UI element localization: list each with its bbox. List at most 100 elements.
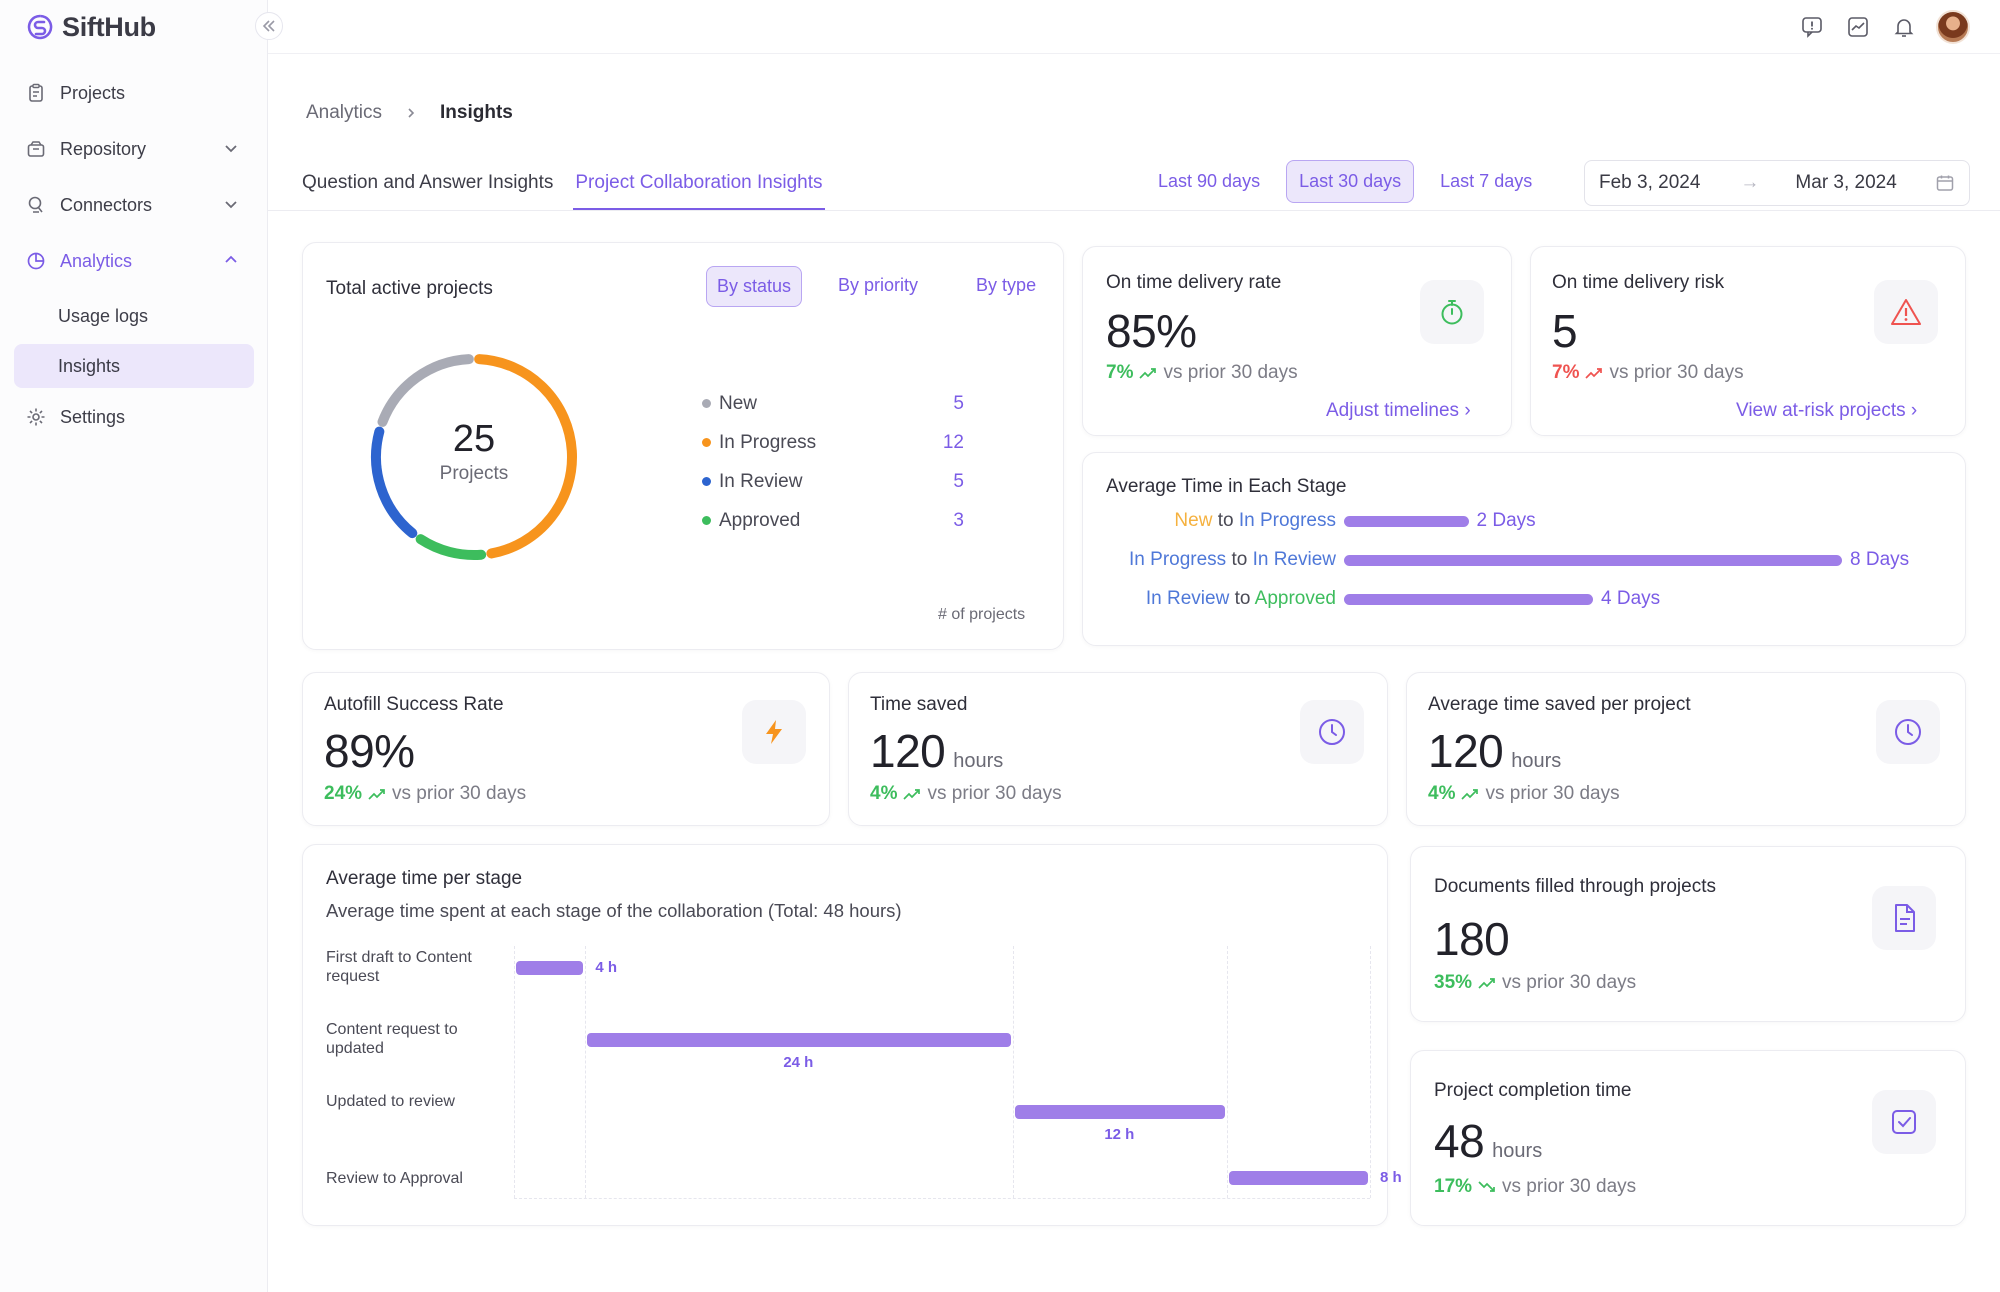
sidebar-item-connectors[interactable]: Connectors: [14, 182, 254, 228]
chart-gridline: [514, 946, 515, 1198]
check-square-icon: [1892, 1110, 1916, 1134]
tab-question-answer-insights[interactable]: Question and Answer Insights: [302, 172, 554, 193]
notifications-button[interactable]: [1890, 13, 1918, 41]
avg-saved-unit: hours: [1511, 750, 1562, 772]
calendar-icon[interactable]: [1935, 173, 1955, 193]
legend-label: New: [719, 392, 758, 414]
chevron-down-icon[interactable]: [222, 139, 240, 157]
breadcrumb-parent[interactable]: Analytics: [306, 102, 383, 123]
stage-bar-value: 2 Days: [1476, 510, 1536, 531]
avg-saved-value: 120: [1428, 725, 1504, 777]
stage-from: In Review: [1145, 588, 1230, 609]
adjust-timelines-link[interactable]: Adjust timelines ›: [1326, 400, 1471, 421]
tabs-divider: [268, 210, 2000, 211]
activity-chart-icon: [1848, 17, 1868, 37]
document-icon: [1895, 904, 1915, 932]
view-by-priority-button[interactable]: By priority: [838, 275, 919, 295]
gantt-bar-updated-to-review[interactable]: [1015, 1105, 1226, 1119]
gantt-bar-first-draft-to-content-request[interactable]: [516, 961, 584, 975]
chevron-up-icon[interactable]: [222, 251, 240, 269]
total-active-projects-title: Total active projects: [326, 278, 493, 299]
donut-slice-in-review[interactable]: [371, 426, 418, 539]
per-stage-title: Average time per stage: [326, 868, 523, 889]
sidebar-item-label: Settings: [60, 406, 126, 427]
view-by-status-button[interactable]: By status: [706, 266, 803, 307]
checkbox-icon-box: [1872, 1090, 1936, 1154]
legend-item-new[interactable]: New 5: [702, 384, 964, 423]
legend-item-in-review[interactable]: In Review 5: [702, 462, 964, 501]
range-last-7-days[interactable]: Last 7 days: [1440, 171, 1533, 191]
sidebar-subitem-usage-logs[interactable]: Usage logs: [14, 294, 254, 338]
document-icon-box: [1872, 886, 1936, 950]
completion-change: 17%: [1434, 1176, 1473, 1197]
chevron-down-icon[interactable]: [222, 195, 240, 213]
pie-chart-icon: [27, 252, 45, 270]
on-time-risk-trend: 7% vs prior 30 days: [1552, 362, 1744, 384]
activity-button[interactable]: [1844, 13, 1872, 41]
completion-unit: hours: [1492, 1140, 1543, 1162]
start-date[interactable]: Feb 3, 2024: [1599, 172, 1701, 193]
chart-gridline: [1227, 946, 1229, 1198]
range-last-30-days[interactable]: Last 30 days: [1286, 160, 1415, 203]
view-by-type-button[interactable]: By type: [976, 275, 1037, 295]
sidebar-item-repository[interactable]: Repository: [14, 126, 254, 172]
chart-gridline: [585, 946, 587, 1198]
stage-from: In Progress: [1129, 549, 1227, 570]
view-at-risk-projects-link[interactable]: View at-risk projects ›: [1736, 400, 1918, 421]
donut-slice-new[interactable]: [377, 354, 474, 427]
avg-saved-value-wrap: 120 hours: [1428, 724, 1561, 778]
stage-to: In Progress: [1238, 510, 1336, 531]
tab-project-collaboration-insights[interactable]: Project Collaboration Insights: [573, 168, 825, 211]
stage-bar[interactable]: [1344, 555, 1842, 566]
autofill-change: 24%: [324, 783, 363, 804]
sidebar-item-projects[interactable]: Projects: [14, 70, 254, 116]
stage-bar[interactable]: [1344, 516, 1469, 527]
autofill-suffix: vs prior 30 days: [392, 783, 527, 804]
double-chevron-left-icon: [262, 20, 275, 32]
sidebar-item-analytics[interactable]: Analytics: [14, 238, 254, 284]
trend-up-icon: [903, 789, 921, 800]
sidebar-item-label: Analytics: [60, 250, 133, 271]
time-saved-change: 4%: [870, 783, 898, 804]
sidebar: SiftHub Projects Repository Connectors A…: [0, 0, 268, 1292]
trend-up-icon: [368, 789, 385, 800]
range-last-90-days[interactable]: Last 90 days: [1158, 171, 1261, 191]
total-active-projects-card: [302, 242, 1064, 650]
trend-up-icon: [1461, 789, 1479, 800]
insight-tabs: Question and Answer Insights Project Col…: [300, 168, 825, 211]
donut-center: 25 Projects: [414, 418, 534, 485]
sidebar-item-settings[interactable]: Settings: [14, 394, 254, 440]
gantt-bar-content-request-to-updated[interactable]: [587, 1033, 1012, 1047]
gantt-bar-review-to-approval[interactable]: [1229, 1171, 1368, 1185]
documents-value: 180: [1434, 913, 1510, 965]
end-date[interactable]: Mar 3, 2024: [1795, 172, 1897, 193]
sidebar-item-label: Connectors: [60, 194, 153, 215]
donut-slice-approved[interactable]: [415, 534, 487, 560]
app-logo[interactable]: SiftHub: [26, 10, 156, 44]
sidebar-subitem-label: Insights: [58, 355, 121, 376]
collapse-sidebar-button[interactable]: [255, 12, 283, 40]
sidebar-subitem-insights[interactable]: Insights: [14, 344, 254, 388]
avg-saved-suffix: vs prior 30 days: [1485, 783, 1620, 804]
donut-total-label: Projects: [439, 463, 509, 484]
gantt-bar-value: 8 h: [1380, 1169, 1402, 1186]
stage-bar[interactable]: [1344, 594, 1593, 605]
on-time-risk-change: 7%: [1552, 362, 1580, 383]
on-time-rate-value: 85%: [1106, 305, 1197, 357]
legend-item-approved[interactable]: Approved 3: [702, 501, 964, 540]
user-avatar[interactable]: [1936, 10, 1970, 44]
documents-trend: 35% vs prior 30 days: [1434, 972, 1636, 994]
completion-trend: 17% vs prior 30 days: [1434, 1176, 1636, 1198]
trend-up-icon: [1478, 978, 1495, 989]
avg-saved-title: Average time saved per project: [1428, 694, 1691, 715]
legend-item-in-progress[interactable]: In Progress 12: [702, 423, 964, 462]
stage-label-new-to-in-progress: New to In Progress: [1174, 510, 1336, 532]
date-range-picker[interactable]: Feb 3, 2024 → Mar 3, 2024: [1584, 160, 1970, 206]
donut-slice-in-progress[interactable]: [474, 354, 577, 559]
gantt-row-label-updated-to-review: Updated to review: [326, 1093, 455, 1110]
completion-value-wrap: 48 hours: [1434, 1114, 1542, 1168]
feedback-button[interactable]: [1798, 13, 1826, 41]
completion-suffix: vs prior 30 days: [1502, 1176, 1637, 1197]
chart-baseline: [514, 1198, 1370, 1199]
stopwatch-icon: [1441, 300, 1463, 325]
